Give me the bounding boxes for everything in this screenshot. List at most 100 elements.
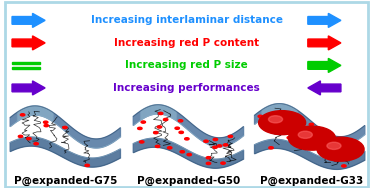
- Polygon shape: [133, 105, 244, 147]
- Polygon shape: [45, 108, 46, 118]
- Polygon shape: [282, 104, 283, 113]
- Polygon shape: [31, 106, 32, 115]
- Polygon shape: [171, 109, 172, 118]
- Text: Increasing performances: Increasing performances: [113, 83, 260, 93]
- Circle shape: [274, 130, 279, 132]
- Polygon shape: [44, 108, 45, 117]
- Polygon shape: [152, 105, 153, 115]
- Polygon shape: [25, 108, 26, 117]
- Polygon shape: [255, 104, 365, 146]
- Circle shape: [342, 165, 346, 167]
- Circle shape: [185, 138, 189, 140]
- Polygon shape: [280, 104, 281, 113]
- Polygon shape: [269, 106, 270, 115]
- Polygon shape: [23, 108, 24, 118]
- Polygon shape: [168, 107, 169, 116]
- Polygon shape: [289, 106, 290, 115]
- Circle shape: [316, 128, 321, 130]
- Circle shape: [228, 135, 233, 138]
- Polygon shape: [10, 106, 120, 148]
- Polygon shape: [154, 105, 155, 114]
- Polygon shape: [294, 108, 295, 118]
- Polygon shape: [48, 109, 49, 119]
- Polygon shape: [24, 108, 25, 117]
- Circle shape: [175, 127, 179, 129]
- Polygon shape: [37, 106, 38, 115]
- Circle shape: [187, 153, 191, 156]
- Circle shape: [327, 142, 341, 149]
- Circle shape: [157, 126, 162, 128]
- Text: Increasing red P size: Increasing red P size: [125, 60, 248, 70]
- Polygon shape: [29, 107, 30, 116]
- Polygon shape: [47, 109, 48, 119]
- Polygon shape: [144, 108, 145, 118]
- Circle shape: [179, 131, 183, 133]
- Polygon shape: [169, 108, 170, 117]
- Polygon shape: [41, 107, 42, 116]
- Circle shape: [280, 117, 284, 119]
- Circle shape: [221, 162, 225, 164]
- Polygon shape: [276, 104, 277, 113]
- Polygon shape: [38, 106, 39, 115]
- Polygon shape: [10, 137, 120, 167]
- Polygon shape: [27, 107, 28, 116]
- Polygon shape: [308, 58, 341, 72]
- Bar: [12, 67, 40, 69]
- Circle shape: [346, 157, 350, 159]
- Polygon shape: [296, 109, 297, 119]
- Polygon shape: [272, 105, 273, 114]
- Circle shape: [258, 115, 262, 118]
- Polygon shape: [145, 108, 146, 117]
- Polygon shape: [30, 106, 31, 115]
- Text: Increasing red P content: Increasing red P content: [114, 38, 259, 48]
- Polygon shape: [265, 107, 266, 117]
- Polygon shape: [148, 107, 149, 116]
- Polygon shape: [28, 107, 29, 116]
- Polygon shape: [51, 111, 52, 121]
- Polygon shape: [141, 110, 142, 120]
- Polygon shape: [271, 105, 272, 114]
- Circle shape: [204, 140, 208, 142]
- Text: P@expanded-G33: P@expanded-G33: [260, 176, 363, 186]
- Polygon shape: [19, 111, 20, 120]
- Polygon shape: [164, 106, 165, 115]
- Polygon shape: [40, 107, 41, 116]
- Circle shape: [323, 140, 363, 161]
- Bar: [12, 62, 40, 64]
- Circle shape: [44, 121, 48, 123]
- Circle shape: [20, 114, 25, 116]
- Circle shape: [178, 120, 183, 122]
- Polygon shape: [32, 106, 33, 115]
- Circle shape: [138, 127, 142, 129]
- Polygon shape: [262, 109, 263, 119]
- Polygon shape: [49, 110, 50, 119]
- Polygon shape: [287, 105, 288, 114]
- Circle shape: [309, 123, 314, 125]
- Polygon shape: [159, 105, 160, 114]
- Polygon shape: [142, 110, 143, 119]
- Polygon shape: [293, 108, 294, 117]
- Circle shape: [155, 145, 160, 147]
- Polygon shape: [274, 104, 275, 113]
- Polygon shape: [147, 107, 148, 116]
- Polygon shape: [174, 110, 175, 120]
- Polygon shape: [156, 105, 157, 114]
- Polygon shape: [22, 109, 23, 119]
- Text: Increasing interlaminar distance: Increasing interlaminar distance: [91, 15, 283, 25]
- Polygon shape: [39, 106, 40, 115]
- Circle shape: [27, 138, 31, 140]
- Polygon shape: [50, 111, 51, 120]
- Polygon shape: [153, 105, 154, 114]
- Polygon shape: [278, 104, 279, 113]
- Polygon shape: [12, 81, 45, 95]
- Polygon shape: [160, 105, 161, 114]
- Polygon shape: [170, 108, 171, 117]
- Polygon shape: [46, 109, 47, 118]
- Polygon shape: [285, 104, 286, 114]
- Polygon shape: [157, 105, 158, 114]
- Polygon shape: [275, 104, 276, 113]
- Polygon shape: [34, 106, 35, 115]
- Polygon shape: [52, 112, 53, 121]
- Circle shape: [180, 151, 185, 153]
- Circle shape: [319, 150, 324, 152]
